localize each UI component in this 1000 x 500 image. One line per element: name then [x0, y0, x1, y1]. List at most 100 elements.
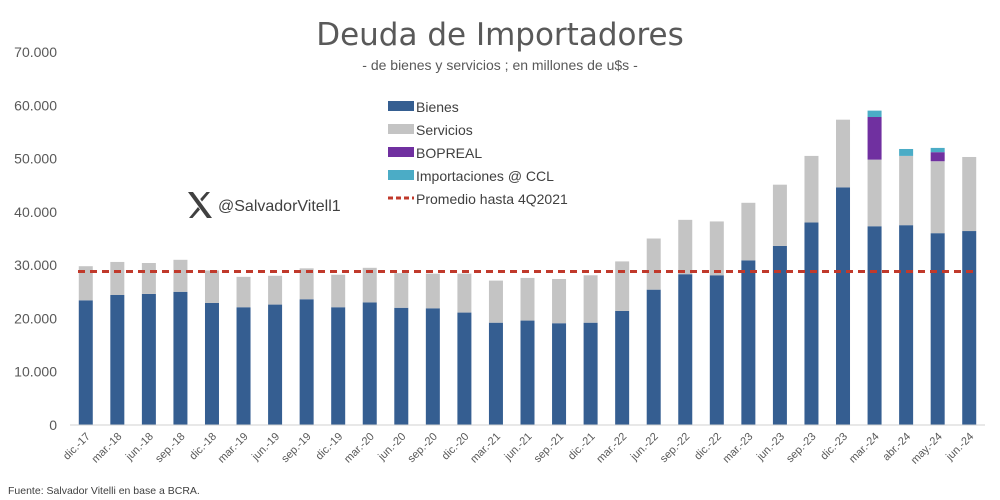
bar-segment-servicios [962, 156, 977, 232]
bar-segment-servicios [331, 274, 346, 308]
bar-segment-bienes [141, 293, 156, 425]
x-tick-label: mar.-19 [216, 431, 251, 466]
y-tick-label: 50.000 [14, 151, 57, 167]
bar-segment-servicios [204, 270, 219, 303]
legend-label: Promedio hasta 4Q2021 [416, 191, 568, 207]
x-tick-label: mar.-20 [342, 431, 377, 466]
bar-segment-bienes [236, 307, 251, 425]
bar-segment-servicios [141, 263, 156, 294]
bar-segment-servicios [836, 119, 851, 188]
legend-label: BOPREAL [416, 145, 482, 161]
x-tick-label: mar.-21 [468, 431, 503, 466]
bar-segment-bienes [520, 320, 535, 425]
bar-segment-servicios [646, 238, 661, 290]
bar-segment-servicios [173, 259, 188, 292]
x-tick-label: sep.-21 [532, 431, 566, 465]
bar-segment-bienes [772, 245, 787, 425]
bar-segment-servicios [457, 273, 472, 313]
bar-segment-servicios [488, 280, 503, 323]
x-tick-label: may.-24 [909, 431, 945, 467]
bar-segment-bienes [204, 302, 219, 425]
y-tick-label: 40.000 [14, 204, 57, 220]
legend-swatch [388, 101, 414, 111]
x-tick-label: jun.-24 [943, 431, 976, 464]
legend-swatch [388, 124, 414, 134]
x-tick-label: dic.-18 [187, 431, 219, 463]
bar-segment-servicios [678, 219, 693, 275]
bar-segment-bienes [804, 222, 819, 425]
x-tick-label: sep.-20 [406, 431, 440, 465]
bar-segment-servicios [930, 161, 945, 234]
bar-segment-bienes [488, 322, 503, 425]
bar-segment-bienes [709, 275, 724, 425]
bar-segment-bienes [962, 231, 977, 425]
watermark-handle: @SalvadorVitell1 [218, 198, 341, 215]
bar-segment-bienes [678, 274, 693, 425]
x-tick-label: sep.-18 [153, 431, 187, 465]
bar-segment-bienes [299, 299, 314, 425]
x-tick-label: sep.-23 [784, 431, 818, 465]
x-tick-label: mar.-23 [721, 431, 756, 466]
bar-segment-servicios [78, 266, 93, 301]
bar-segment-bienes [615, 310, 630, 425]
bar-segment-importaciones-ccl [899, 148, 914, 156]
x-tick-label: jun.-20 [375, 431, 408, 464]
bar-segment-bienes [110, 294, 125, 425]
bar-segment-servicios [394, 273, 409, 308]
bar-segment-bienes [867, 226, 882, 425]
bar-segment-bienes [552, 323, 567, 425]
bar-segment-servicios [236, 276, 251, 308]
bar-segment-servicios [299, 268, 314, 300]
bar-segment-bienes [78, 300, 93, 425]
bar-segment-bopreal [867, 117, 882, 160]
bar-segment-servicios [709, 221, 724, 276]
x-tick-label: dic.-23 [818, 431, 850, 463]
x-tick-label: sep.-19 [279, 431, 313, 465]
x-tick-label: mar.-24 [847, 431, 882, 466]
bar-segment-bienes [362, 302, 377, 425]
bar-segment-servicios [520, 277, 535, 321]
bar-segment-servicios [583, 275, 598, 323]
bar-segment-bienes [741, 260, 756, 425]
x-tick-label: dic.-21 [566, 431, 598, 463]
bar-segment-bienes [394, 307, 409, 425]
x-tick-label: mar.-18 [90, 431, 125, 466]
legend-label: Importaciones @ CCL [416, 168, 554, 184]
bar-segment-servicios [268, 275, 283, 305]
bar-segment-bopreal [930, 152, 945, 162]
x-tick-label: dic.-19 [313, 431, 345, 463]
bar-segment-bienes [583, 322, 598, 425]
bar-segment-servicios [804, 155, 819, 223]
bar-segment-bienes [331, 307, 346, 425]
bar-segment-importaciones-ccl [867, 110, 882, 118]
y-axis: 0 10.000 20.000 30.000 40.000 50.000 60.000 70.… [14, 44, 57, 433]
y-tick-label: 70.000 [14, 44, 57, 60]
x-tick-label: jun.-19 [249, 431, 282, 464]
bar-segment-bienes [173, 291, 188, 425]
bar-segment-bienes [930, 233, 945, 425]
bar-segment-bienes [457, 312, 472, 425]
x-logo-icon [188, 192, 212, 218]
bars [78, 110, 977, 425]
legend-swatch [388, 170, 414, 180]
bar-segment-servicios [425, 273, 440, 309]
bar-segment-servicios [362, 267, 377, 303]
bar-segment-bienes [646, 289, 661, 425]
bar-segment-servicios [867, 159, 882, 227]
x-tick-label: mar.-22 [594, 431, 629, 466]
x-tick-label: jun.-21 [502, 431, 535, 464]
y-tick-label: 20.000 [14, 310, 57, 326]
bar-segment-bienes [268, 304, 283, 425]
bar-segment-bienes [836, 187, 851, 425]
y-tick-label: 10.000 [14, 364, 57, 380]
legend-label: Bienes [416, 99, 459, 115]
bar-segment-servicios [772, 184, 787, 246]
x-tick-label: dic.-17 [61, 431, 93, 463]
x-tick-label: sep.-22 [658, 431, 692, 465]
bar-segment-importaciones-ccl [930, 147, 945, 153]
watermark: @SalvadorVitell1 [188, 192, 341, 218]
legend: Bienes Servicios BOPREAL Importaciones @ CC… [388, 99, 568, 207]
chart-subtitle: - de bienes y servicios ; en millones de… [362, 57, 638, 73]
